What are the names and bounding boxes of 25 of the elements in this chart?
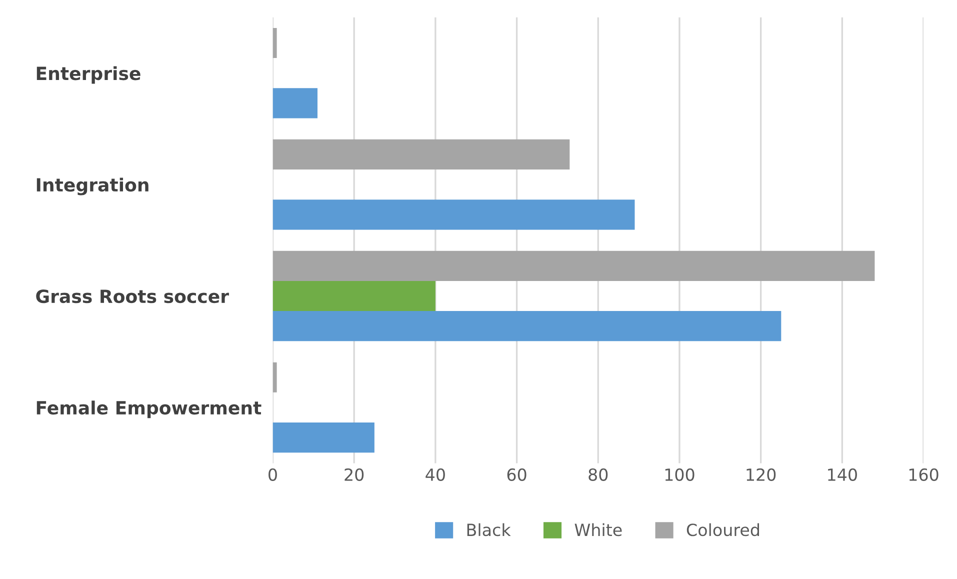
bar (272, 311, 782, 342)
bar (272, 250, 875, 281)
x-tick-label: 140 (828, 468, 857, 481)
x-tick-label: 40 (426, 468, 445, 481)
y-tick-label: Female Empowerment (36, 400, 262, 418)
bar (272, 362, 277, 392)
bar (272, 28, 277, 58)
bar (272, 139, 570, 170)
legend-label: Black (467, 523, 511, 536)
legend-label: White (574, 523, 622, 536)
legend-label: Coloured (686, 523, 759, 536)
x-tick-label: 60 (507, 468, 526, 481)
bar (272, 280, 436, 312)
x-tick-label: 20 (344, 468, 364, 481)
bar (272, 422, 374, 453)
x-tick-label: 100 (665, 468, 694, 481)
y-tick-label: Grass Roots soccer (36, 289, 229, 304)
x-tick-label: 160 (909, 468, 938, 481)
x-tick-label: 80 (588, 468, 608, 481)
x-tick-label: 0 (268, 468, 277, 481)
y-tick-label: Enterprise (36, 66, 140, 84)
x-tick-label: 120 (746, 468, 776, 481)
bar (272, 200, 635, 230)
y-tick-label: Integration (36, 178, 148, 196)
bar (272, 88, 318, 118)
